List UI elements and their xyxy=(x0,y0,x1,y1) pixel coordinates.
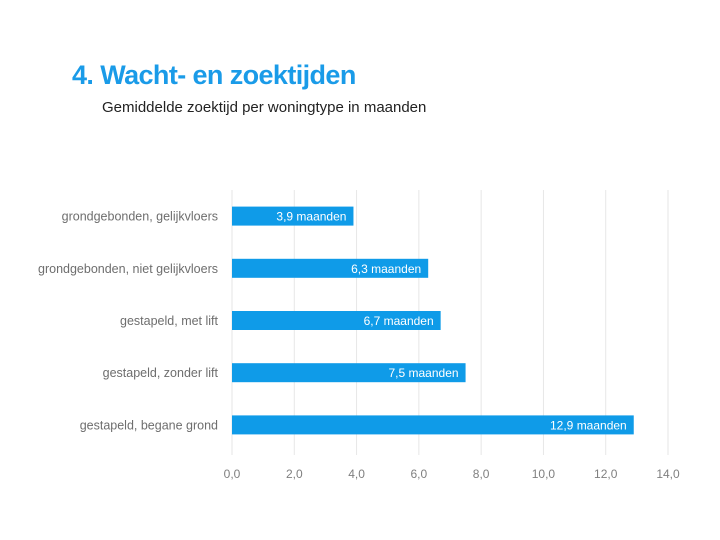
bar-data-label: 7,5 maanden xyxy=(389,366,459,380)
x-tick-label: 4,0 xyxy=(348,467,365,481)
x-tick-label: 0,0 xyxy=(224,467,241,481)
bar xyxy=(232,415,634,435)
category-label: gestapeld, begane grond xyxy=(80,418,218,432)
bar xyxy=(232,311,441,330)
bars: 3,9 maanden 6,3 maanden 6,7 maanden 7,5 maa… xyxy=(232,206,634,435)
category-label: grondgebonden, gelijkvloers xyxy=(62,210,218,224)
bar-data-label: 6,7 maanden xyxy=(364,314,434,328)
page-title: 4. Wacht- en zoektijden xyxy=(72,60,356,90)
x-tick-label: 12,0 xyxy=(594,467,618,481)
bar xyxy=(232,258,429,278)
bar xyxy=(232,363,466,383)
x-tick-label: 6,0 xyxy=(411,467,428,481)
x-tick-label: 2,0 xyxy=(286,467,303,481)
category-label: gestapeld, met lift xyxy=(120,314,218,328)
x-tick-label: 8,0 xyxy=(473,467,490,481)
x-tick-label: 10,0 xyxy=(532,467,556,481)
bar-data-label: 3,9 maanden xyxy=(276,210,346,224)
category-label: grondgebonden, niet gelijkvloers xyxy=(38,262,218,276)
bar xyxy=(232,206,354,226)
bar-data-label: 6,3 maanden xyxy=(351,262,421,276)
page-subtitle: Gemiddelde zoektijd per woningtype in ma… xyxy=(102,99,427,116)
x-axis-ticks: 0,0 2,0 4,0 6,0 8,0 10,0 12,0 14,0 xyxy=(224,467,680,481)
category-labels: grondgebonden, gelijkvloers grondgebonden… xyxy=(38,210,219,433)
x-tick-label: 14,0 xyxy=(656,467,680,481)
bar-data-label: 12,9 maanden xyxy=(550,418,627,432)
category-label: gestapeld, zonder lift xyxy=(103,366,219,380)
